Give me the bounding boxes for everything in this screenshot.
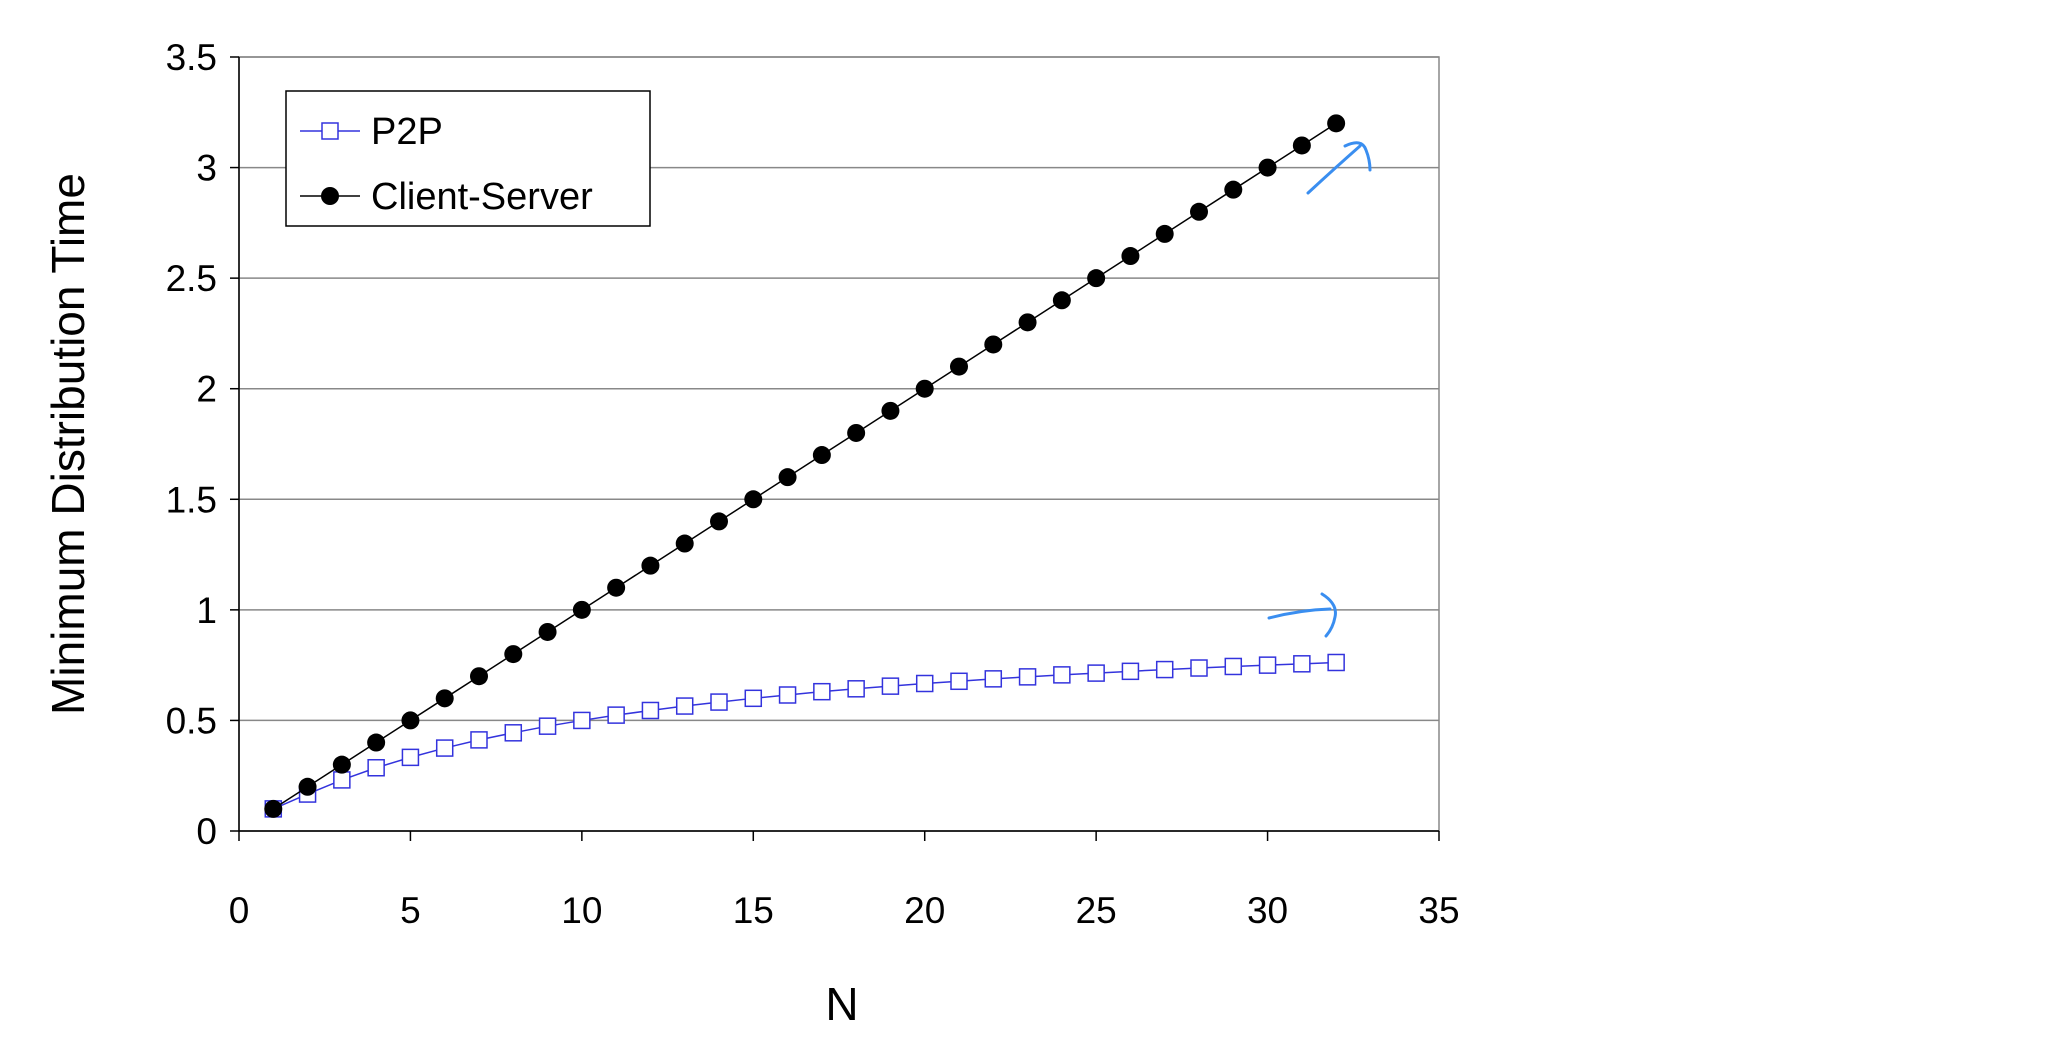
data-point bbox=[881, 677, 900, 695]
x-tick-label: 0 bbox=[229, 890, 250, 931]
legend: P2P Client-Server bbox=[285, 90, 651, 227]
y-tick-label: 2 bbox=[196, 369, 217, 410]
y-tick-label: 0 bbox=[196, 811, 217, 852]
data-point bbox=[744, 689, 763, 708]
series-line bbox=[272, 661, 1337, 810]
data-point bbox=[538, 717, 557, 735]
data-point bbox=[572, 600, 591, 619]
data-point bbox=[401, 748, 420, 767]
data-point bbox=[1018, 668, 1037, 686]
annotations bbox=[1267, 141, 1372, 638]
data-point bbox=[1121, 247, 1140, 266]
data-point bbox=[264, 799, 283, 818]
legend-p2p-marker bbox=[321, 122, 339, 140]
data-point bbox=[915, 379, 934, 398]
data-point bbox=[401, 711, 420, 730]
data-point bbox=[333, 771, 351, 789]
data-point bbox=[1155, 224, 1174, 243]
data-point bbox=[881, 401, 900, 420]
x-tick-label: 30 bbox=[1247, 890, 1288, 931]
client-server-arrow-annotation bbox=[1306, 141, 1372, 195]
x-tick-label: 35 bbox=[1418, 890, 1459, 931]
data-point bbox=[847, 680, 865, 698]
data-point bbox=[641, 701, 660, 720]
data-point bbox=[470, 667, 488, 686]
data-point bbox=[607, 578, 626, 597]
data-point bbox=[607, 706, 625, 724]
data-point bbox=[298, 777, 317, 796]
series-p2p bbox=[264, 653, 1345, 818]
data-point bbox=[675, 697, 694, 715]
data-point bbox=[1293, 655, 1311, 673]
x-axis-label: N bbox=[825, 978, 858, 1030]
p2p-arrow-annotation bbox=[1267, 592, 1337, 638]
data-point bbox=[1327, 653, 1345, 672]
x-tick-label: 5 bbox=[400, 890, 421, 931]
data-point bbox=[1087, 664, 1105, 682]
data-point bbox=[675, 534, 694, 553]
data-point bbox=[1258, 158, 1277, 177]
data-point bbox=[778, 686, 797, 704]
data-point bbox=[573, 711, 591, 730]
data-point bbox=[1190, 659, 1208, 677]
data-point bbox=[710, 693, 728, 711]
data-point bbox=[1053, 666, 1071, 684]
legend-cs-label: Client-Server bbox=[371, 176, 593, 218]
data-point bbox=[435, 739, 454, 757]
data-point bbox=[984, 670, 1003, 688]
data-point bbox=[1224, 180, 1243, 199]
series-group bbox=[264, 114, 1346, 818]
x-tick-label: 15 bbox=[733, 890, 774, 931]
y-axis-label: Minimum Distribution Time bbox=[42, 173, 94, 715]
data-point bbox=[1190, 202, 1208, 221]
data-point bbox=[1258, 656, 1277, 674]
data-point bbox=[538, 622, 557, 641]
data-point bbox=[847, 423, 866, 442]
legend-box bbox=[285, 90, 651, 227]
data-point bbox=[504, 645, 523, 664]
data-point bbox=[1224, 657, 1243, 676]
series-client-server bbox=[264, 114, 1346, 818]
y-tick-label: 2.5 bbox=[166, 258, 217, 299]
data-point bbox=[778, 468, 797, 487]
y-tick-label: 1 bbox=[196, 590, 217, 631]
x-tick-label: 25 bbox=[1076, 890, 1117, 931]
data-point bbox=[813, 682, 831, 701]
legend-cs-marker bbox=[321, 187, 339, 205]
data-point bbox=[1121, 662, 1140, 681]
data-point bbox=[710, 512, 728, 531]
data-point bbox=[641, 556, 660, 575]
data-point bbox=[367, 733, 386, 752]
y-tick-label: 1.5 bbox=[166, 479, 217, 520]
data-point bbox=[1327, 114, 1346, 133]
axes: 0 0.5 1 1.5 2 2.5 3 3.5 0 5 10 15 20 25 30 35 bbox=[166, 37, 1460, 931]
y-tick-label: 3 bbox=[196, 148, 217, 189]
data-point bbox=[1052, 291, 1071, 310]
data-point bbox=[950, 672, 968, 691]
data-point bbox=[915, 674, 934, 693]
data-point bbox=[435, 689, 454, 708]
data-point bbox=[744, 490, 763, 509]
x-tick-label: 20 bbox=[904, 890, 945, 931]
data-point bbox=[812, 446, 831, 465]
data-point bbox=[950, 357, 968, 376]
data-point bbox=[1018, 313, 1037, 332]
data-point bbox=[1087, 269, 1106, 288]
y-tick-label: 3.5 bbox=[166, 37, 217, 78]
data-point bbox=[1155, 660, 1174, 679]
x-tick-label: 10 bbox=[561, 890, 602, 931]
data-point bbox=[984, 335, 1003, 354]
y-tick-label: 0.5 bbox=[166, 700, 217, 741]
data-point bbox=[332, 755, 351, 774]
legend-p2p-label: P2P bbox=[371, 111, 443, 153]
data-point bbox=[470, 731, 488, 749]
data-point bbox=[1292, 136, 1311, 155]
data-point bbox=[367, 759, 385, 777]
data-point bbox=[504, 724, 523, 742]
